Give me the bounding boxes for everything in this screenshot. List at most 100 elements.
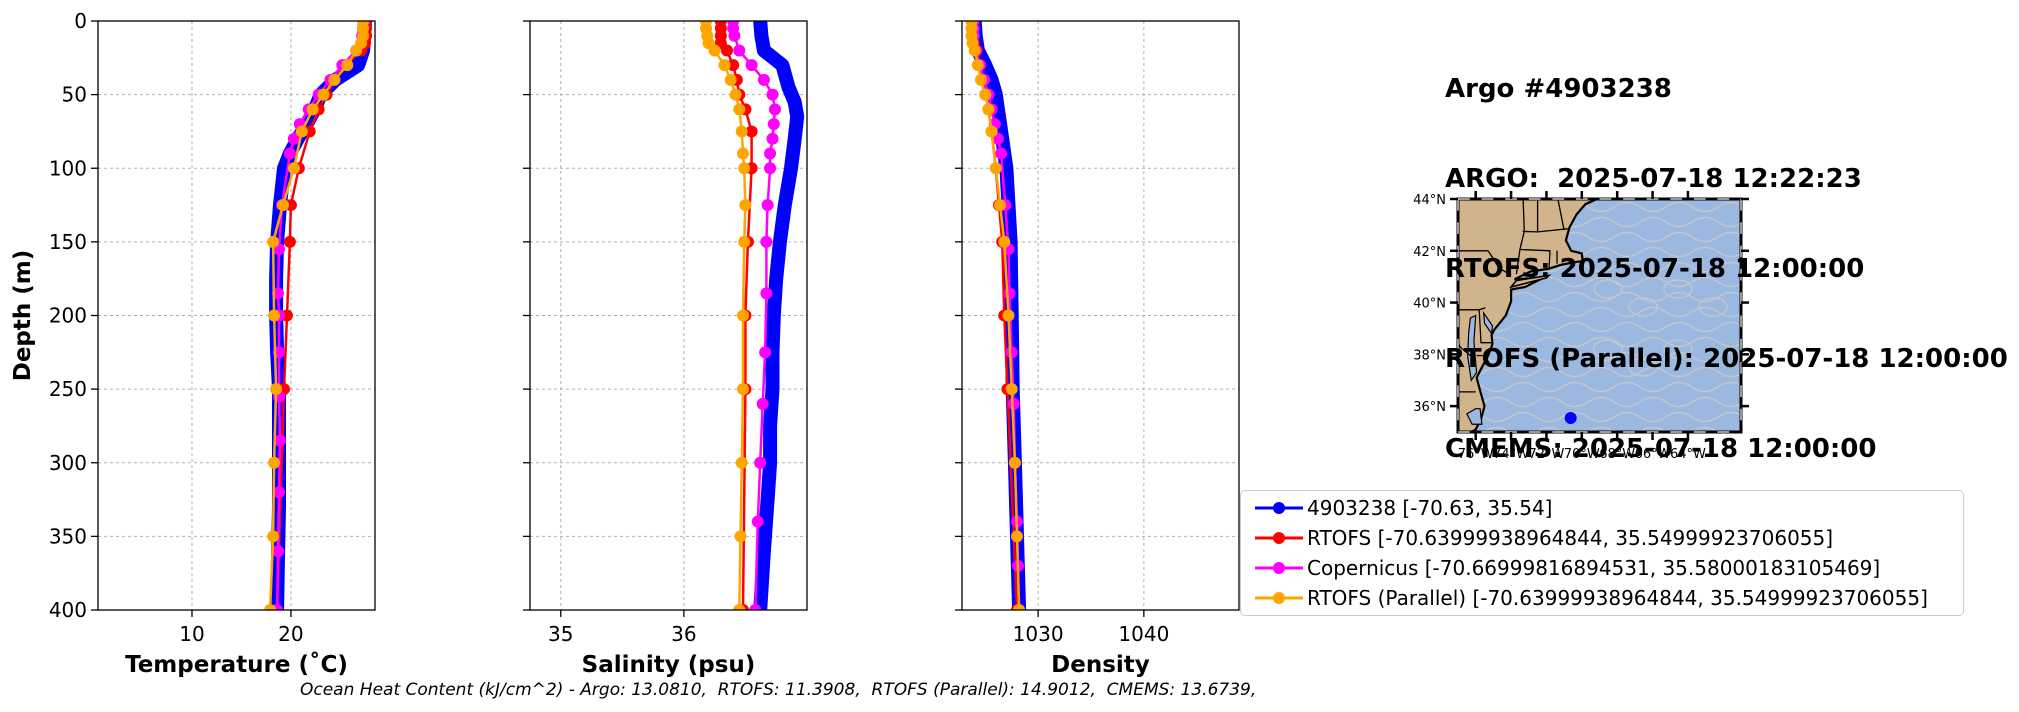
cmems-time: CMEMS: 2025-07-18 12:00:00 [1445, 434, 1877, 464]
data-point-copernicus [766, 88, 779, 101]
location-map: 76°W 74°W 72°W 70°W 68°W 66°W 64°W 44°N 42°N 40°N… [1413, 191, 1749, 462]
data-point-rtofs_parallel [994, 199, 1007, 212]
data-point-rtofs_parallel [708, 44, 721, 57]
map-lat-label: 38°N [1413, 348, 1446, 363]
long-island [1508, 274, 1552, 289]
map-lat-label: 36°N [1413, 400, 1446, 415]
delaware-bay [1482, 310, 1494, 336]
map-lon-label: 68°W [1599, 447, 1635, 462]
map-lon-label: 66°W [1635, 447, 1671, 462]
data-point-copernicus [751, 515, 764, 528]
data-point-rtofs_parallel [971, 59, 984, 72]
legend-marker-copernicus [1255, 562, 1303, 574]
land-area [1458, 199, 1668, 432]
data-point-copernicus [756, 397, 769, 410]
data-point-copernicus [283, 147, 296, 160]
rtofs-parallel-time: RTOFS (Parallel): 2025-07-18 12:00:00 [1445, 344, 2008, 374]
data-point-rtofs_parallel [979, 88, 992, 101]
data-point-rtofs_parallel [1013, 604, 1026, 610]
legend-label-rtofs: RTOFS [-70.63999938964844, 35.5499992370… [1307, 526, 1834, 550]
data-point-copernicus [1003, 287, 1016, 300]
legend-marker-rtofs [1255, 532, 1303, 544]
legend-label-copernicus: Copernicus [-70.66999816894531, 35.58000… [1307, 556, 1881, 580]
data-point-copernicus [274, 434, 287, 447]
data-point-rtofs_parallel [736, 383, 749, 396]
map-lon-label: 76°W [1458, 447, 1494, 462]
data-point-rtofs_parallel [998, 235, 1011, 248]
data-point-copernicus [759, 346, 772, 359]
data-point-rtofs_parallel [968, 44, 981, 57]
x-tick-label: 20 [278, 622, 303, 646]
data-point-rtofs_parallel [287, 162, 300, 175]
x-tick-label: 1030 [1013, 622, 1064, 646]
data-point-rtofs [727, 59, 740, 72]
state-border [1557, 199, 1565, 231]
data-point-rtofs_parallel [975, 73, 988, 86]
data-point-rtofs_parallel [1010, 530, 1023, 543]
series-group-temperature [264, 21, 373, 610]
data-point-rtofs [745, 125, 758, 138]
streamline-eddy [1628, 357, 1658, 377]
data-point-rtofs [283, 235, 296, 248]
data-point-rtofs_parallel [270, 383, 283, 396]
data-point-rtofs_parallel [268, 456, 281, 469]
data-point-copernicus [995, 147, 1008, 160]
data-point-rtofs_parallel [317, 88, 330, 101]
map-lat-label: 42°N [1413, 245, 1446, 260]
streamline [1458, 306, 1741, 318]
data-point-rtofs [720, 44, 733, 57]
argo-time: ARGO: 2025-07-18 12:22:23 [1445, 164, 1862, 194]
data-point-rtofs_parallel [267, 530, 280, 543]
data-point-rtofs_parallel [736, 147, 749, 160]
data-point-copernicus [749, 604, 762, 610]
x-tick-label: 1040 [1118, 622, 1169, 646]
y-tick-label: 100 [49, 156, 87, 180]
data-point-rtofs_parallel [264, 604, 277, 610]
data-point-rtofs_parallel [982, 103, 995, 116]
ohc-footer: Ocean Heat Content (kJ/cm^2) - Argo: 13.… [300, 680, 1257, 700]
series-group-density [965, 21, 1027, 610]
data-point-rtofs_parallel [734, 530, 747, 543]
y-tick-label: 150 [49, 230, 87, 254]
data-point-rtofs_parallel [341, 59, 354, 72]
streamline [1458, 396, 1741, 408]
data-point-rtofs_parallel [736, 309, 749, 322]
data-point-copernicus [760, 235, 773, 248]
data-point-copernicus [766, 132, 779, 145]
x-axis-label: Density [1051, 652, 1150, 678]
data-point-rtofs_parallel [328, 73, 341, 86]
y-tick-label: 250 [49, 377, 87, 401]
data-point-copernicus [745, 59, 758, 72]
float-title: Argo #4903238 [1445, 74, 1672, 104]
data-point-copernicus [287, 132, 300, 145]
y-tick-label: 400 [49, 598, 87, 622]
y-axis-label: Depth (m) [10, 250, 36, 382]
data-point-copernicus [272, 545, 285, 558]
header-title-block: Argo #4903238 ARGO: 2025-07-18 12:22:23 … [1445, 14, 2008, 524]
map-content [1458, 199, 1741, 432]
data-point-copernicus [728, 29, 741, 42]
rtofs-time: RTOFS: 2025-07-18 12:00:00 [1445, 254, 1865, 284]
data-point-copernicus [1005, 346, 1018, 359]
data-point-rtofs_parallel [733, 103, 746, 116]
streamline-eddy [1663, 339, 1693, 359]
legend-marker-argo [1255, 502, 1303, 514]
streamline [1458, 336, 1741, 348]
data-point-rtofs_parallel [735, 125, 748, 138]
x-tick-label: 10 [179, 622, 204, 646]
y-tick-label: 200 [49, 304, 87, 328]
data-point-copernicus [767, 118, 780, 131]
x-axis-label: Salinity (psu) [582, 652, 756, 678]
x-tick-label: 35 [548, 622, 573, 646]
data-point-copernicus [754, 456, 767, 469]
state-borders [1458, 199, 1568, 393]
data-point-copernicus [764, 147, 777, 160]
streamline [1458, 321, 1741, 333]
streamline-eddy [1593, 279, 1623, 299]
state-border [1458, 339, 1471, 357]
streamline [1458, 366, 1741, 378]
data-point-rtofs_parallel [733, 604, 746, 610]
data-point-rtofs_parallel [735, 456, 748, 469]
